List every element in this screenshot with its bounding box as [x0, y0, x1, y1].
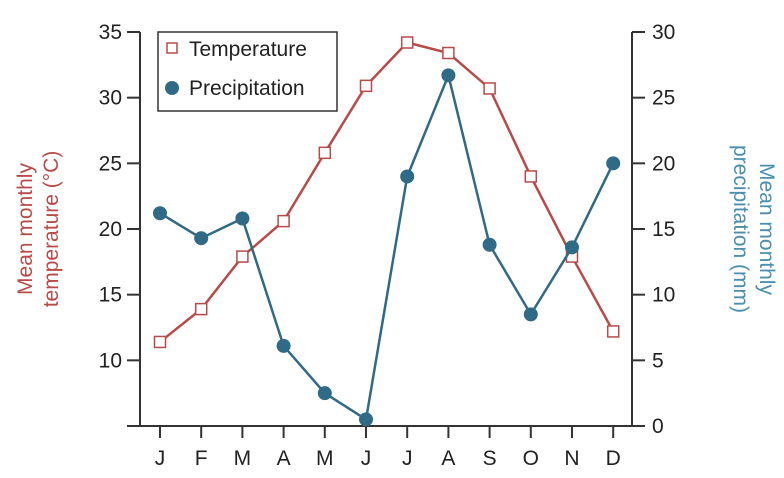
left-tick-label: 30	[99, 87, 122, 110]
precipitation-line	[159, 71, 615, 422]
precipitation-point	[606, 156, 621, 171]
precipitation-point	[276, 338, 291, 353]
left-tick-label: 25	[99, 152, 122, 175]
precipitation-point	[153, 206, 167, 221]
right-tick-label: 10	[652, 284, 675, 307]
precipitation-point	[441, 68, 456, 83]
legend-box	[157, 31, 338, 112]
right-tick-label: 5	[652, 349, 664, 372]
x-tick-label: J	[155, 447, 166, 470]
right-tick-label: 20	[652, 152, 675, 175]
precipitation-point	[235, 211, 250, 226]
temperature-point	[524, 170, 538, 183]
temperature-line	[159, 41, 615, 343]
left-axis-title-line2: temperature (°C)	[40, 151, 63, 308]
x-tick-label: F	[195, 447, 208, 470]
temperature-point	[236, 250, 249, 263]
legend-precipitation-label: Precipitation	[189, 77, 305, 100]
legend-temperature-marker	[166, 42, 178, 54]
x-tick-label: J	[402, 447, 413, 470]
precipitation-point	[565, 240, 579, 255]
x-tick-label: M	[316, 447, 334, 470]
right-axis-title-line2: precipitation (mm)	[729, 145, 752, 313]
left-tick-label: 10	[99, 349, 122, 372]
precipitation-point	[523, 307, 538, 322]
precipitation-point	[400, 169, 415, 184]
x-tick-label: A	[441, 447, 455, 470]
right-tick-label: 0	[652, 415, 664, 438]
left-tick-label: 35	[99, 21, 122, 44]
x-tick-label: M	[234, 447, 252, 470]
x-tick-label: D	[606, 447, 621, 470]
left-tick-label: 15	[99, 284, 122, 307]
precipitation-point	[317, 386, 332, 401]
legend-temperature-label: Temperature	[189, 38, 307, 61]
right-tick-label: 15	[652, 218, 675, 241]
left-tick-label: 20	[99, 218, 122, 241]
temperature-point	[483, 82, 496, 95]
legend-precipitation-marker	[165, 81, 179, 95]
x-tick-label: S	[483, 447, 497, 470]
right-axis-title-line1: Mean monthly	[755, 163, 778, 295]
x-tick-label: A	[277, 447, 291, 470]
precipitation-point	[359, 412, 373, 427]
right-tick-label: 25	[652, 87, 675, 110]
temperature-point	[153, 335, 167, 349]
legend: Temperature Precipitation	[157, 31, 338, 112]
x-tick-label: O	[523, 447, 539, 470]
temperature-point	[194, 302, 208, 316]
temperature-point	[442, 46, 455, 60]
temperature-point	[359, 79, 373, 93]
x-tick-label: J	[361, 447, 372, 470]
precipitation-point	[482, 237, 497, 252]
x-tick-label: N	[564, 447, 579, 470]
right-axis-title: Mean monthly precipitation (mm)	[729, 145, 778, 313]
temperature-point	[400, 36, 414, 49]
temperature-point	[277, 214, 290, 228]
temperature-point	[318, 146, 332, 160]
temperature-point	[606, 325, 620, 338]
left-axis-title: Mean monthly temperature (°C)	[14, 151, 63, 308]
precipitation-point	[194, 231, 209, 246]
left-axis-title-line1: Mean monthly	[14, 163, 37, 295]
right-tick-label: 30	[652, 21, 675, 44]
